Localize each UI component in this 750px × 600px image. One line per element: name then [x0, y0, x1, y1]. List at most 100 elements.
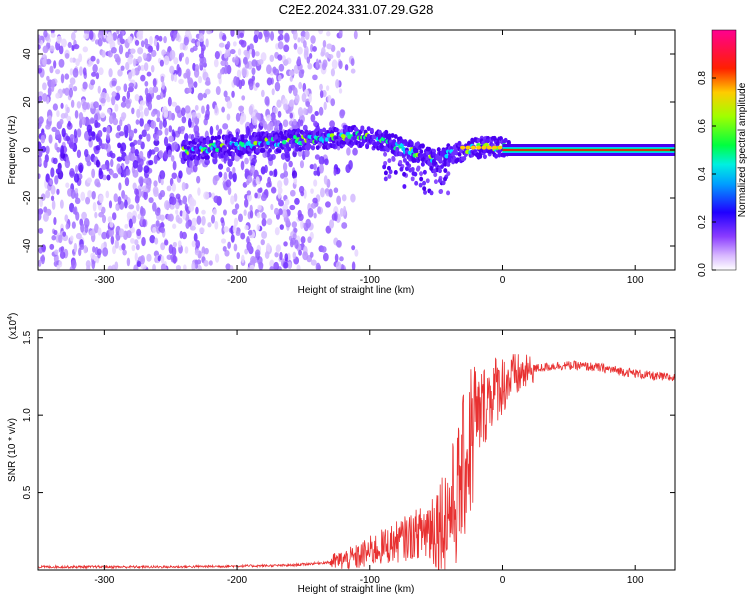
spectrogram-cell: [45, 145, 50, 155]
spectrogram-cell: [205, 155, 210, 160]
top-y-tick-label: 0: [22, 147, 33, 153]
spectrogram-cell: [58, 260, 63, 268]
spectrogram-cell: [331, 59, 338, 70]
spectrogram-cell: [377, 129, 382, 135]
spectrogram-cell: [223, 52, 228, 59]
spectrogram-cell: [266, 181, 272, 188]
spectrogram-cell: [459, 148, 464, 154]
spectrogram-cell: [307, 236, 312, 244]
colorbar-ticks: 0.0 0.2 0.4 0.6 0.8: [697, 71, 716, 277]
spectrogram-cell: [194, 137, 199, 143]
spectrogram-cell: [269, 259, 275, 268]
spectrogram-cell: [319, 90, 324, 99]
spectrogram-cell: [128, 204, 135, 210]
spectrogram-cell: [231, 90, 235, 98]
spectrogram-cell: [83, 245, 88, 254]
spectrogram-cell: [140, 207, 146, 217]
spectrogram-cell: [66, 115, 72, 122]
spectrogram-cell: [86, 102, 90, 110]
spectrogram-cell: [43, 159, 48, 169]
spectrogram-cell: [106, 174, 111, 181]
spectrogram-cell: [198, 75, 203, 84]
spectrogram-cell: [248, 135, 253, 141]
spectrogram-cell: [297, 118, 301, 129]
spectrogram-cell: [102, 247, 109, 257]
spectrogram-cell: [231, 151, 236, 157]
spectrogram-cell: [387, 133, 392, 139]
spectrogram-cell: [118, 182, 122, 191]
spectrogram-cell: [108, 200, 113, 209]
spectrogram-cell: [290, 143, 295, 149]
spectrogram-cell: [181, 116, 187, 124]
spectrogram-cell: [194, 249, 199, 256]
spectrogram-cell: [170, 196, 177, 206]
spectrogram-cell: [284, 34, 290, 43]
spectrogram-cell: [244, 225, 249, 231]
spectrogram-cell: [184, 30, 191, 37]
spectrogram-cell: [422, 180, 427, 186]
spectrogram-cell: [264, 96, 270, 106]
spectrogram-cell: [93, 101, 99, 109]
spectrogram-cell: [81, 116, 86, 126]
colorbar: 0.0 0.2 0.4 0.6 0.8 Normalized spectral ampl…: [697, 29, 748, 277]
spectrogram-cell: [240, 137, 245, 143]
spectrogram-cell: [40, 135, 46, 144]
spectrogram-cell: [388, 169, 393, 175]
spectrogram-cell: [298, 146, 303, 152]
spectrogram-cell: [276, 99, 282, 108]
spectrogram-cell: [392, 139, 397, 144]
spectrogram-cell: [181, 139, 186, 145]
spectrogram-cell: [38, 34, 42, 44]
spectrogram-cell: [438, 157, 443, 163]
spectrogram-cell: [179, 230, 183, 239]
top-x-ticks: -300 -200 -100 0 100: [94, 30, 644, 286]
spectrogram-cell: [168, 135, 175, 143]
spectrogram-cell: [112, 173, 119, 179]
spectrogram-cell: [117, 167, 122, 175]
spectrogram-cell: [237, 48, 242, 56]
spectrogram-cell: [233, 75, 239, 86]
spectrogram-cell: [100, 97, 106, 104]
spectrogram-cell: [181, 231, 187, 240]
spectrogram-cell: [173, 73, 178, 83]
spectrogram-cell: [99, 112, 106, 119]
spectrogram-cell: [91, 190, 96, 200]
spectrogram-cell: [447, 158, 452, 163]
spectrogram-cell: [85, 260, 91, 269]
spectrogram-cell: [414, 180, 419, 186]
spectrogram-cell: [73, 173, 80, 183]
spectrogram-cell: [60, 73, 65, 84]
y-scale-exponent: 4: [7, 316, 14, 320]
spectrogram-cell: [42, 93, 48, 102]
spectrogram-cell: [252, 136, 257, 142]
spectrogram-cell: [229, 265, 234, 270]
spectrogram-cell: [443, 176, 448, 182]
spectrogram-cell: [137, 47, 144, 55]
spectrogram-cell: [106, 125, 111, 136]
spectrogram-cell: [54, 175, 59, 185]
spectrogram-cell: [195, 206, 199, 215]
spectrogram-cell: [155, 220, 160, 228]
spectrogram-cell: [242, 56, 248, 65]
spectrogram-cell: [410, 176, 415, 182]
spectrogram-cell: [64, 73, 70, 80]
spectrogram-cell: [129, 48, 136, 54]
spectrogram-cell: [115, 205, 119, 211]
spectrogram-cell: [309, 164, 315, 170]
spectrogram-cell: [169, 49, 176, 60]
spectrogram-cell: [235, 230, 241, 236]
bottom-x-axis-label: Height of straight line (km): [298, 584, 415, 595]
spectrogram-cell: [210, 214, 216, 224]
spectrogram-cell: [197, 187, 201, 196]
spectrogram-cell: [263, 120, 267, 129]
spectrogram-cell: [91, 71, 97, 77]
spectrogram-cell: [254, 192, 258, 199]
spectrogram-cell: [177, 240, 182, 248]
spectrogram-cell: [168, 244, 174, 255]
spectrogram-cell: [146, 253, 152, 262]
spectrogram-cell: [264, 36, 269, 43]
spectrogram-cell: [86, 124, 93, 133]
spectrogram-cell: [251, 67, 256, 76]
spectrogram-cell: [256, 224, 261, 231]
spectrogram-cell: [255, 176, 260, 185]
